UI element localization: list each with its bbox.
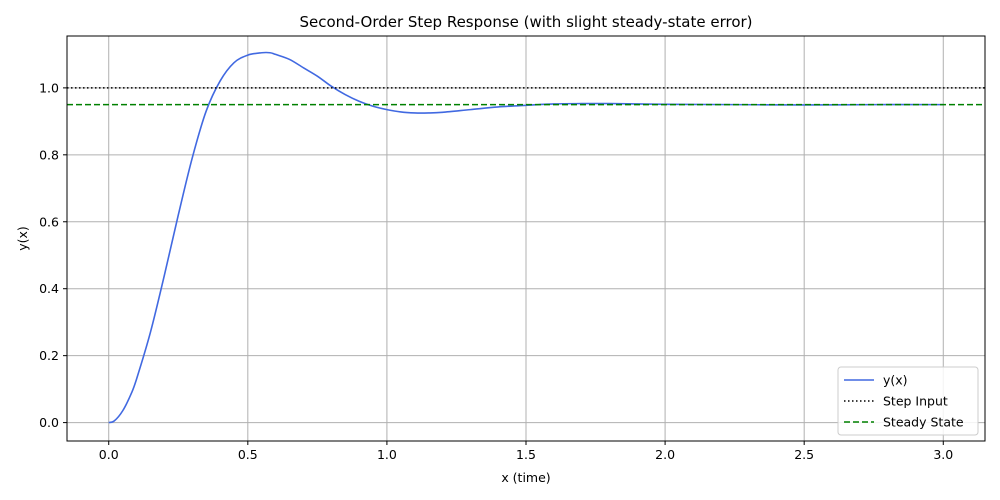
y-tick-label: 0.6 bbox=[39, 214, 59, 229]
legend-entry-label: y(x) bbox=[883, 373, 908, 388]
x-tick-label: 2.5 bbox=[794, 447, 814, 462]
y-tick-label: 0.4 bbox=[39, 281, 59, 296]
x-tick-label: 2.0 bbox=[655, 447, 675, 462]
series-line-y-of-x bbox=[108, 51, 944, 424]
axis-ticks: 0.0 0.5 1.0 1.5 2.0 2.5 3.0 0.0 0.2 0.4 0.6 0.8 1.0 bbox=[39, 80, 953, 462]
x-tick-label: 0.5 bbox=[238, 447, 258, 462]
legend-entry-label: Step Input bbox=[883, 394, 948, 409]
series-lines bbox=[67, 51, 985, 424]
x-tick-label: 0.0 bbox=[99, 447, 119, 462]
y-tick-label: 0.8 bbox=[39, 147, 59, 162]
x-tick-label: 1.0 bbox=[377, 447, 397, 462]
x-tick-label: 1.5 bbox=[516, 447, 536, 462]
y-tick-label: 0.2 bbox=[39, 348, 59, 363]
legend-box bbox=[837, 366, 979, 436]
legend-entry-label: Steady State bbox=[883, 415, 964, 430]
legend: y(x) Step Input Steady State bbox=[837, 366, 979, 436]
y-tick-label: 0.0 bbox=[39, 415, 59, 430]
x-axis-label: x (time) bbox=[501, 470, 550, 485]
chart-title: Second-Order Step Response (with slight … bbox=[299, 13, 752, 31]
x-tick-label: 3.0 bbox=[933, 447, 953, 462]
y-axis-label: y(x) bbox=[15, 226, 30, 251]
y-tick-label: 1.0 bbox=[39, 80, 59, 95]
